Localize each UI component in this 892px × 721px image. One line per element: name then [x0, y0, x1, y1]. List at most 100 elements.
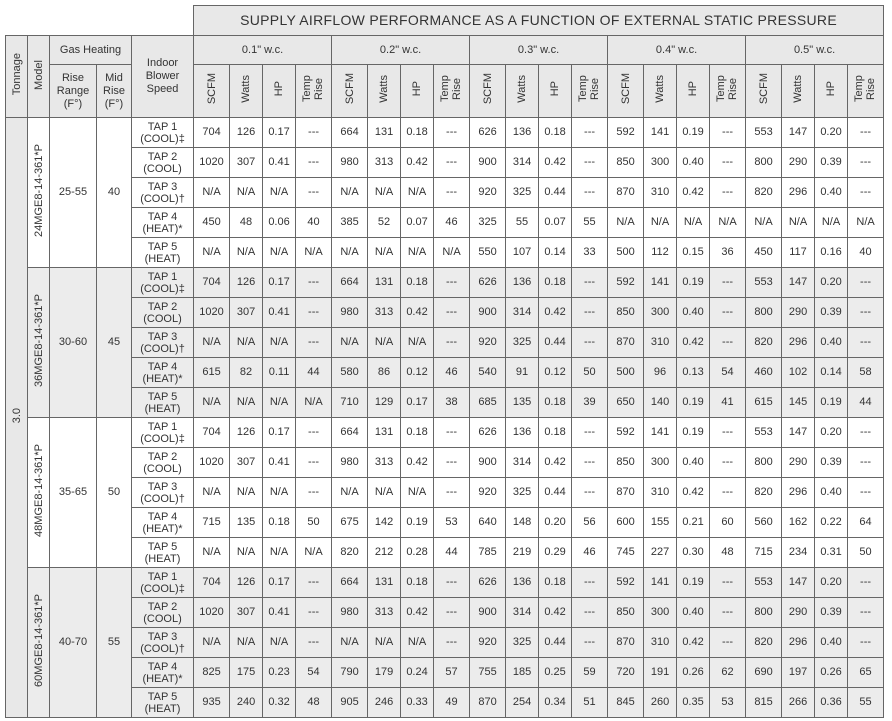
value-cell: N/A	[367, 627, 402, 658]
value-cell: ---	[571, 327, 609, 358]
value-cell: 141	[643, 567, 678, 598]
value-cell: 0.18	[538, 417, 573, 448]
value-cell: ---	[847, 147, 885, 178]
value-cell: ---	[433, 417, 471, 448]
value-cell: 0.40	[814, 327, 849, 358]
header-column: SCFM	[745, 64, 783, 118]
value-cell: 54	[709, 357, 747, 388]
value-cell: 145	[781, 387, 816, 418]
value-cell: 179	[367, 657, 402, 688]
value-cell: N/A	[229, 477, 264, 508]
value-cell: 980	[331, 297, 369, 328]
value-cell: 314	[505, 297, 540, 328]
value-cell: N/A	[676, 207, 711, 238]
value-cell: 0.29	[538, 537, 573, 568]
value-cell: 310	[643, 627, 678, 658]
value-cell: N/A	[262, 537, 297, 568]
table-row: 48MGE8-14-361*P 35-65 50 TAP 1 (COOL)‡ 704 126…	[6, 417, 885, 568]
value-cell: N/A	[367, 477, 402, 508]
value-cell: 86	[367, 357, 402, 388]
value-cell: N/A	[262, 387, 297, 418]
value-cell: ---	[571, 417, 609, 448]
header-model: Model	[27, 35, 50, 118]
value-cell: ---	[709, 627, 747, 658]
value-cell: 0.41	[262, 447, 297, 478]
value-cell: 626	[469, 267, 507, 298]
value-cell: 325	[469, 207, 507, 238]
table-title: SUPPLY AIRFLOW PERFORMANCE AS A FUNCTION…	[193, 5, 885, 36]
value-cell: 704	[193, 417, 231, 448]
value-cell: N/A	[262, 627, 297, 658]
header-column: SCFM	[469, 64, 507, 118]
value-cell: 850	[607, 147, 645, 178]
value-cell: 0.18	[400, 267, 435, 298]
value-cell: 0.42	[676, 177, 711, 208]
value-cell: 126	[229, 567, 264, 598]
value-cell: 450	[745, 237, 783, 268]
value-cell: 0.15	[676, 237, 711, 268]
value-cell: 300	[643, 147, 678, 178]
value-cell: N/A	[781, 207, 816, 238]
value-cell: 580	[331, 357, 369, 388]
value-cell: 33	[571, 237, 609, 268]
value-cell: ---	[433, 117, 471, 148]
table-row: TAP 5 (HEAT) N/A N/A N/A N/A N/A N/A N/A N/A 550 10…	[6, 237, 885, 268]
value-cell: 102	[781, 357, 816, 388]
value-cell: N/A	[745, 207, 783, 238]
value-cell: 0.42	[400, 447, 435, 478]
value-cell: 147	[781, 117, 816, 148]
value-cell: 135	[229, 507, 264, 538]
value-cell: 0.19	[676, 387, 711, 418]
blower-speed-cell: TAP 1 (COOL)‡	[130, 417, 195, 448]
value-cell: 0.17	[262, 417, 297, 448]
value-cell: 0.14	[814, 357, 849, 388]
value-cell: ---	[847, 477, 885, 508]
value-cell: 36	[709, 237, 747, 268]
mid-rise-cell: 40	[96, 117, 132, 268]
value-cell: 313	[367, 297, 402, 328]
value-cell: 935	[193, 687, 231, 718]
value-cell: 800	[745, 147, 783, 178]
value-cell: 0.23	[262, 657, 297, 688]
value-cell: 313	[367, 147, 402, 178]
value-cell: 690	[745, 657, 783, 688]
value-cell: 117	[781, 237, 816, 268]
value-cell: 296	[781, 327, 816, 358]
value-cell: ---	[433, 327, 471, 358]
value-cell: 55	[505, 207, 540, 238]
value-cell: N/A	[229, 537, 264, 568]
value-cell: ---	[709, 267, 747, 298]
value-cell: ---	[433, 267, 471, 298]
table-row: TAP 4 (HEAT)* 715 135 0.18 50 675 142 0.19 53 640 1…	[6, 507, 885, 538]
value-cell: 314	[505, 597, 540, 628]
value-cell: 141	[643, 117, 678, 148]
value-cell: 0.18	[538, 567, 573, 598]
value-cell: 450	[193, 207, 231, 238]
value-cell: 0.44	[538, 177, 573, 208]
value-cell: 65	[847, 657, 885, 688]
value-cell: 254	[505, 687, 540, 718]
value-cell: ---	[709, 447, 747, 478]
value-cell: 50	[847, 537, 885, 568]
mid-rise-cell: 45	[96, 267, 132, 418]
value-cell: 296	[781, 477, 816, 508]
value-cell: 56	[571, 507, 609, 538]
value-cell: 0.18	[538, 387, 573, 418]
value-cell: 57	[433, 657, 471, 688]
value-cell: 0.40	[814, 627, 849, 658]
table-row: TAP 3 (COOL)† N/A N/A N/A --- N/A N/A N/A --- 920 3…	[6, 477, 885, 508]
value-cell: ---	[847, 627, 885, 658]
value-cell: N/A	[643, 207, 678, 238]
value-cell: 500	[607, 237, 645, 268]
value-cell: 800	[745, 447, 783, 478]
value-cell: N/A	[433, 237, 471, 268]
header-pressure: 0.3" w.c.	[469, 35, 609, 65]
value-cell: ---	[571, 267, 609, 298]
header-pressure: 0.2" w.c.	[331, 35, 471, 65]
value-cell: 850	[607, 297, 645, 328]
value-cell: 296	[781, 627, 816, 658]
value-cell: ---	[433, 597, 471, 628]
value-cell: 290	[781, 597, 816, 628]
value-cell: N/A	[400, 477, 435, 508]
value-cell: 870	[607, 627, 645, 658]
